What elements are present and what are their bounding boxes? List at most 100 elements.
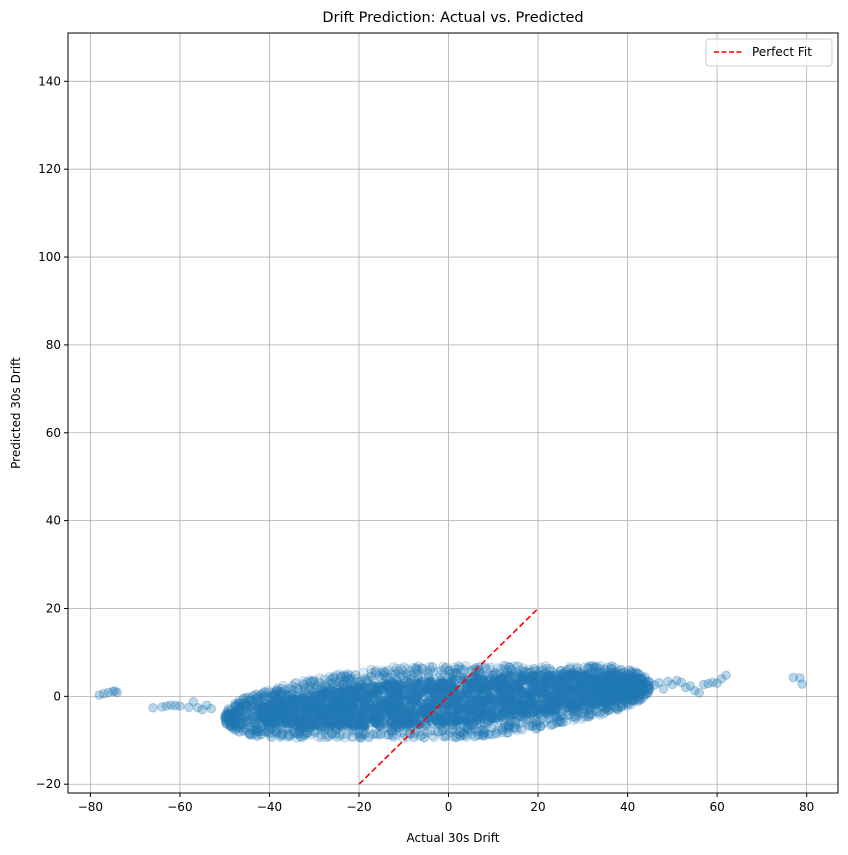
scatter-point xyxy=(429,726,440,736)
scatter-point xyxy=(225,721,235,731)
scatter-point xyxy=(478,726,489,736)
scatter-point xyxy=(271,685,281,696)
scatter-point xyxy=(474,729,484,740)
scatter-point xyxy=(511,682,521,692)
scatter-point xyxy=(493,663,504,673)
scatter-point xyxy=(252,726,263,736)
scatter-point xyxy=(224,717,234,728)
scatter-point xyxy=(502,720,513,731)
scatter-point xyxy=(276,732,286,743)
scatter-point xyxy=(425,725,436,736)
scatter-point xyxy=(321,706,330,716)
scatter-point-outlier xyxy=(112,687,123,698)
scatter-point xyxy=(641,677,651,687)
scatter-point xyxy=(224,712,234,723)
scatter-point xyxy=(277,729,288,740)
scatter-point xyxy=(315,678,325,689)
scatter-point xyxy=(545,720,556,731)
scatter-point xyxy=(383,665,394,676)
scatter-point xyxy=(483,729,493,739)
scatter-point xyxy=(331,670,342,680)
scatter-point xyxy=(291,677,301,688)
scatter-point xyxy=(251,726,261,736)
scatter-point xyxy=(233,710,243,721)
scatter-point xyxy=(334,731,345,742)
scatter-point xyxy=(358,667,369,678)
scatter-point xyxy=(252,731,263,742)
scatter-point xyxy=(516,723,526,734)
scatter-point xyxy=(368,681,378,691)
scatter-point xyxy=(228,713,239,724)
scatter-point xyxy=(384,729,394,740)
scatter-point xyxy=(309,703,318,712)
scatter-point xyxy=(275,727,285,738)
scatter-point xyxy=(641,689,652,699)
scatter-point xyxy=(292,694,302,704)
scatter-point xyxy=(422,678,432,688)
scatter-point xyxy=(527,721,538,732)
scatter-point xyxy=(252,693,262,704)
scatter-point xyxy=(241,697,251,708)
y-tick-label: 100 xyxy=(38,250,61,264)
scatter-point xyxy=(244,709,254,719)
scatter-point xyxy=(267,689,278,700)
scatter-point xyxy=(256,693,266,704)
scatter-point xyxy=(635,694,646,705)
scatter-point xyxy=(259,713,269,723)
scatter-point xyxy=(260,691,271,701)
scatter-point xyxy=(335,672,346,682)
scatter-point xyxy=(640,684,651,695)
scatter-point xyxy=(459,729,469,740)
scatter-point xyxy=(473,730,483,741)
scatter-point xyxy=(447,731,458,742)
scatter-point xyxy=(252,691,263,702)
scatter-point xyxy=(242,717,253,727)
scatter-point xyxy=(536,720,546,731)
scatter-point xyxy=(230,707,241,717)
scatter-point xyxy=(243,727,254,737)
scatter-point xyxy=(240,716,250,726)
scatter-point xyxy=(578,711,589,722)
scatter-point xyxy=(378,665,389,676)
scatter-point xyxy=(372,730,383,740)
scatter-point xyxy=(305,678,316,688)
scatter-point xyxy=(240,723,251,733)
scatter-point xyxy=(503,724,513,734)
scatter-point xyxy=(220,712,231,723)
scatter-point xyxy=(236,713,247,724)
scatter-point xyxy=(256,729,266,740)
scatter-point xyxy=(471,676,481,685)
scatter-point xyxy=(447,676,456,685)
scatter-point xyxy=(245,704,256,715)
scatter-point xyxy=(385,705,394,715)
scatter-point xyxy=(223,709,233,719)
scatter-point xyxy=(347,732,357,742)
scatter-point xyxy=(644,677,655,687)
scatter-point xyxy=(631,679,640,689)
scatter-point xyxy=(293,684,303,694)
scatter-point xyxy=(598,692,607,701)
scatter-point xyxy=(277,687,288,697)
scatter-point xyxy=(451,731,461,741)
scatter-point xyxy=(485,729,496,740)
scatter-point xyxy=(245,708,256,719)
scatter-point xyxy=(644,677,654,688)
scatter-point xyxy=(370,667,380,677)
scatter-point xyxy=(524,721,535,732)
scatter-point xyxy=(305,676,316,687)
scatter-point xyxy=(642,683,652,693)
scatter-point xyxy=(355,730,366,740)
scatter-point xyxy=(415,731,426,741)
scatter-point xyxy=(226,717,237,727)
x-axis-ticks: −80 −60 −40 −20 0 20 40 60 80 xyxy=(78,793,814,814)
scatter-point xyxy=(347,732,358,742)
scatter-point xyxy=(389,666,400,677)
scatter-point xyxy=(235,703,245,714)
scatter-point xyxy=(397,680,407,690)
scatter-point xyxy=(497,724,507,735)
scatter-point xyxy=(408,732,419,743)
scatter-point xyxy=(220,715,231,725)
scatter-point xyxy=(342,717,352,727)
scatter-point xyxy=(518,710,528,719)
scatter-point xyxy=(379,670,390,681)
